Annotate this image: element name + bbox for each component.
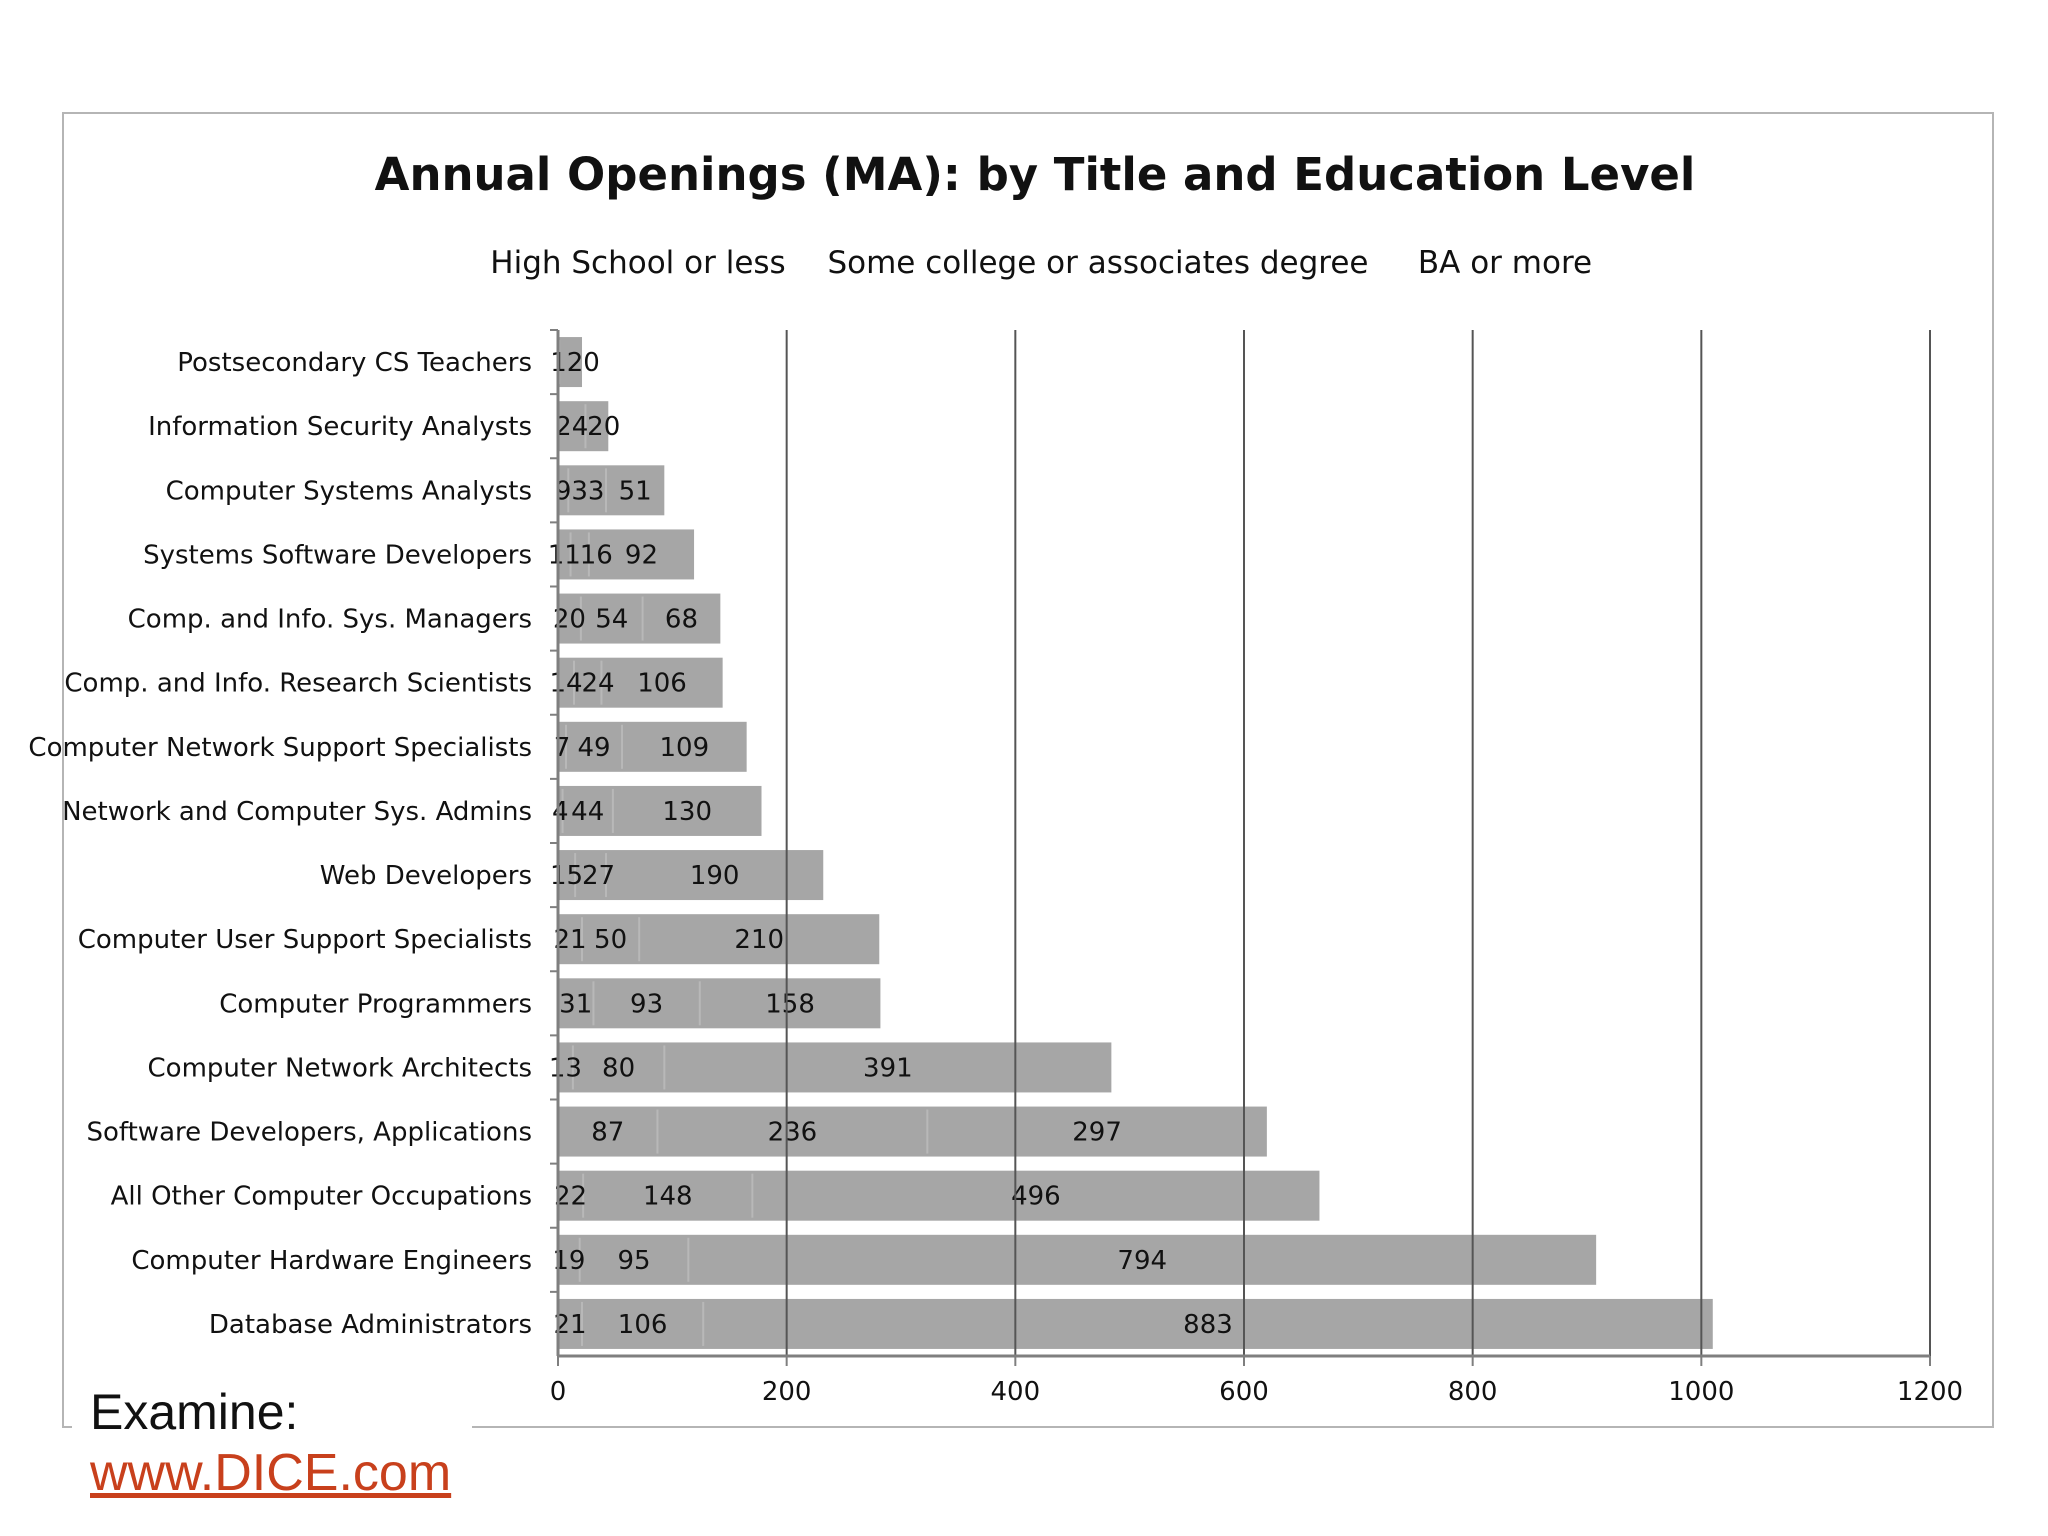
- data-label: 109: [660, 733, 710, 763]
- category-label: Comp. and Info. Research Scientists: [64, 669, 532, 699]
- data-label: 158: [765, 989, 815, 1019]
- data-label: 11: [548, 540, 581, 570]
- bar: [558, 785, 762, 836]
- data-label: 44: [571, 797, 604, 827]
- bar: [558, 593, 721, 644]
- data-label: 33: [571, 476, 604, 506]
- category-label: Systems Software Developers: [143, 540, 532, 570]
- category-label: Computer Programmers: [219, 989, 532, 1019]
- data-label: 130: [662, 797, 712, 827]
- category-label: Computer Network Support Specialists: [28, 733, 532, 763]
- x-tick-label: 400: [991, 1377, 1041, 1407]
- x-tick-label: 600: [1219, 1377, 1269, 1407]
- data-label: 80: [602, 1053, 635, 1083]
- bar: [558, 721, 747, 772]
- category-label: Comp. and Info. Sys. Managers: [128, 605, 532, 635]
- data-label: 92: [625, 540, 658, 570]
- data-label: 16: [580, 540, 613, 570]
- bar: [558, 1106, 1267, 1157]
- bar: [558, 657, 723, 708]
- category-label: All Other Computer Occupations: [111, 1182, 532, 1212]
- data-label: 883: [1183, 1310, 1233, 1340]
- data-label: 106: [637, 669, 687, 699]
- x-tick-label: 1200: [1897, 1377, 1963, 1407]
- category-label: Computer Systems Analysts: [166, 476, 532, 506]
- bar: [558, 1042, 1112, 1093]
- data-label: 391: [863, 1053, 913, 1083]
- data-label: 13: [549, 1053, 582, 1083]
- data-label: 24: [555, 412, 588, 442]
- data-label: 794: [1117, 1246, 1167, 1276]
- data-label: 95: [617, 1246, 650, 1276]
- bar: [558, 978, 881, 1029]
- data-label: 20: [587, 412, 620, 442]
- x-tick-label: 800: [1448, 1377, 1498, 1407]
- category-label: Computer User Support Specialists: [78, 925, 532, 955]
- bar: [558, 401, 609, 452]
- data-label: 210: [734, 925, 784, 955]
- data-label: 7: [554, 733, 571, 763]
- data-label: 31: [559, 989, 592, 1019]
- data-label: 87: [591, 1118, 624, 1148]
- data-label: 236: [768, 1118, 818, 1148]
- x-tick-label: 0: [550, 1377, 567, 1407]
- footer-mask: [72, 1372, 472, 1536]
- data-label: 51: [619, 476, 652, 506]
- bar: [558, 1234, 1597, 1285]
- data-label: 14: [549, 669, 582, 699]
- bar: [558, 1170, 1320, 1221]
- chart-title: Annual Openings (MA): by Title and Educa…: [375, 148, 1696, 201]
- category-label: Web Developers: [320, 861, 532, 891]
- data-label: 148: [643, 1182, 693, 1212]
- data-label: 297: [1072, 1118, 1122, 1148]
- legend-entry: BA or more: [1418, 245, 1592, 281]
- data-label: 15: [550, 861, 583, 891]
- bar: [558, 914, 880, 965]
- bar: [558, 465, 665, 516]
- bar: [558, 529, 695, 580]
- category-label: Postsecondary CS Teachers: [177, 348, 532, 378]
- dice-link[interactable]: www.DICE.com: [90, 1444, 452, 1502]
- category-label: Network and Computer Sys. Admins: [62, 797, 532, 827]
- category-label: Computer Hardware Engineers: [131, 1246, 532, 1276]
- data-label: 27: [582, 861, 615, 891]
- data-label: 54: [595, 605, 628, 635]
- category-label: Information Security Analysts: [148, 412, 532, 442]
- bar: [558, 337, 583, 388]
- data-label: 496: [1011, 1182, 1061, 1212]
- data-label: 22: [554, 1182, 587, 1212]
- examine-label: Examine:: [90, 1384, 299, 1440]
- x-tick-label: 200: [762, 1377, 812, 1407]
- data-label: 50: [594, 925, 627, 955]
- data-label: 106: [618, 1310, 668, 1340]
- legend-entry: High School or less: [490, 245, 785, 281]
- category-label: Software Developers, Applications: [87, 1118, 533, 1148]
- legend-entry: Some college or associates degree: [827, 245, 1368, 281]
- data-label: 190: [690, 861, 740, 891]
- data-label: 4: [552, 797, 569, 827]
- data-label: 93: [630, 989, 663, 1019]
- x-tick-label: 1000: [1668, 1377, 1734, 1407]
- bar: [558, 850, 824, 901]
- data-label: 20: [567, 348, 600, 378]
- bar: [558, 1298, 1713, 1349]
- data-label: 49: [577, 733, 610, 763]
- data-label: 68: [665, 605, 698, 635]
- category-label: Computer Network Architects: [148, 1053, 532, 1083]
- data-label: 24: [581, 669, 614, 699]
- category-label: Database Administrators: [209, 1310, 532, 1340]
